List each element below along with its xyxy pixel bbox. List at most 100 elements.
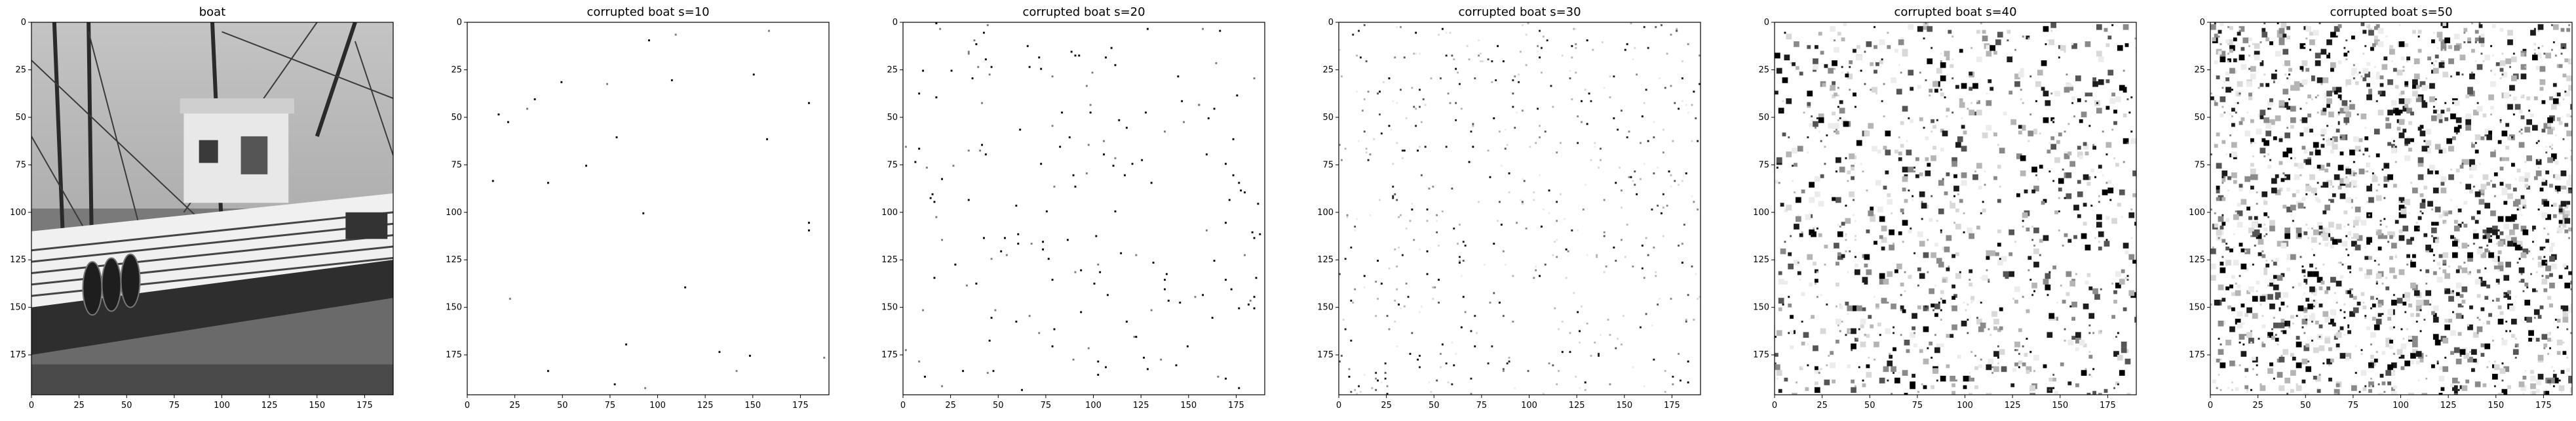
noise-pixel <box>1946 364 1950 369</box>
noise-pixel <box>1512 79 1514 81</box>
noise-pixel <box>1560 142 1562 144</box>
noise-pixel <box>2263 199 2266 201</box>
noise-pixel <box>1470 377 1472 380</box>
noise-pixel <box>2419 210 2422 212</box>
noise-pixel <box>2358 150 2361 152</box>
noise-pixel <box>2132 170 2136 176</box>
x-tick-label: 100 <box>1521 401 1537 411</box>
noise-pixel <box>2564 90 2567 93</box>
noise-pixel <box>2461 222 2464 224</box>
noise-pixel <box>2259 383 2262 386</box>
noise-pixel <box>1904 199 1908 203</box>
noise-pixel <box>2364 385 2367 388</box>
noise-pixel <box>1894 150 1898 153</box>
noise-pixel <box>1462 241 1465 243</box>
noise-pixel <box>2564 90 2571 96</box>
x-tick-label: 75 <box>2348 401 2359 411</box>
noise-pixel <box>1339 144 1341 146</box>
noise-pixel <box>1525 64 1528 66</box>
noise-pixel <box>2442 49 2445 51</box>
noise-pixel <box>2254 43 2260 49</box>
axes-frame <box>467 22 830 395</box>
noise-pixel <box>2549 383 2551 386</box>
noise-pixel <box>1520 50 1522 53</box>
noise-pixel <box>1464 311 1467 313</box>
noise-pixel <box>2421 212 2424 214</box>
noise-pixel <box>2444 222 2447 224</box>
noise-pixel <box>2410 182 2412 184</box>
noise-pixel <box>1164 130 1166 133</box>
noise-pixel <box>2265 123 2271 129</box>
noise-pixel <box>1959 98 1963 102</box>
noise-pixel <box>1792 165 1794 167</box>
noise-pixel <box>2290 117 2296 123</box>
noise-pixel <box>1087 347 1090 350</box>
noise-pixel <box>2332 144 2338 150</box>
noise-pixel <box>2520 226 2527 231</box>
noise-pixel <box>2214 60 2218 64</box>
noise-pixel <box>2239 334 2245 340</box>
noise-pixel <box>2231 151 2237 157</box>
noise-pixel <box>2530 383 2536 390</box>
noise-pixel <box>2280 319 2285 323</box>
y-tick-label: 75 <box>1758 160 1769 170</box>
noise-pixel <box>2237 284 2241 289</box>
noise-pixel <box>1440 366 1442 369</box>
noise-pixel <box>2425 269 2430 273</box>
noise-pixel <box>1925 305 1927 308</box>
noise-pixel <box>2256 129 2262 134</box>
noise-pixel <box>2345 58 2348 60</box>
noise-pixel <box>2398 212 2405 218</box>
noise-pixel <box>2432 271 2437 275</box>
noise-pixel <box>1999 349 2005 355</box>
noise-pixel <box>1988 328 1990 331</box>
noise-pixel <box>2064 233 2068 237</box>
noise-pixel <box>1078 54 1081 57</box>
noise-pixel <box>2296 336 2300 340</box>
noise-pixel <box>1866 229 1870 233</box>
noise-pixel <box>1040 68 1043 70</box>
noise-pixel <box>1565 277 1567 279</box>
noise-pixel <box>2263 224 2266 226</box>
noise-pixel <box>2104 389 2108 393</box>
noise-pixel <box>2412 349 2416 353</box>
noise-pixel <box>1836 340 1839 344</box>
noise-pixel <box>2518 176 2525 182</box>
noise-pixel <box>1594 146 1596 148</box>
noise-pixel <box>1845 239 1847 241</box>
noise-pixel <box>2016 193 2020 197</box>
noise-pixel <box>2309 49 2311 51</box>
noise-pixel <box>2492 256 2498 262</box>
noise-pixel <box>2547 233 2550 235</box>
noise-pixel <box>1855 239 1856 241</box>
noise-pixel <box>2368 30 2374 36</box>
noise-pixel <box>2278 357 2285 363</box>
noise-pixel <box>2123 89 2127 93</box>
noise-pixel <box>2012 298 2015 300</box>
noise-pixel <box>2347 326 2350 329</box>
y-tick-label: 125 <box>10 255 26 265</box>
noise-pixel <box>2071 302 2077 308</box>
noise-pixel <box>1655 275 1657 277</box>
noise-pixel <box>2248 286 2254 292</box>
noise-pixel <box>1581 305 1583 308</box>
noise-pixel <box>1160 358 1163 361</box>
noise-pixel <box>2296 385 2302 391</box>
noise-pixel <box>2535 142 2538 144</box>
noise-pixel <box>2022 362 2026 367</box>
noise-pixel <box>2406 254 2410 258</box>
noise-pixel <box>2562 73 2567 77</box>
noise-pixel <box>2009 271 2014 277</box>
noise-pixel <box>2088 351 2091 353</box>
noise-pixel <box>2560 170 2567 176</box>
noise-pixel <box>2256 203 2258 205</box>
noise-pixel <box>2537 256 2542 260</box>
noise-pixel <box>2549 377 2555 384</box>
noise-pixel <box>1995 252 1999 256</box>
noise-pixel <box>1919 172 1923 176</box>
noise-pixel <box>1904 290 1906 292</box>
noise-pixel <box>2368 381 2374 388</box>
noise-pixel <box>2558 121 2563 125</box>
noise-pixel <box>1894 269 1898 273</box>
noise-pixel <box>1807 364 1809 367</box>
